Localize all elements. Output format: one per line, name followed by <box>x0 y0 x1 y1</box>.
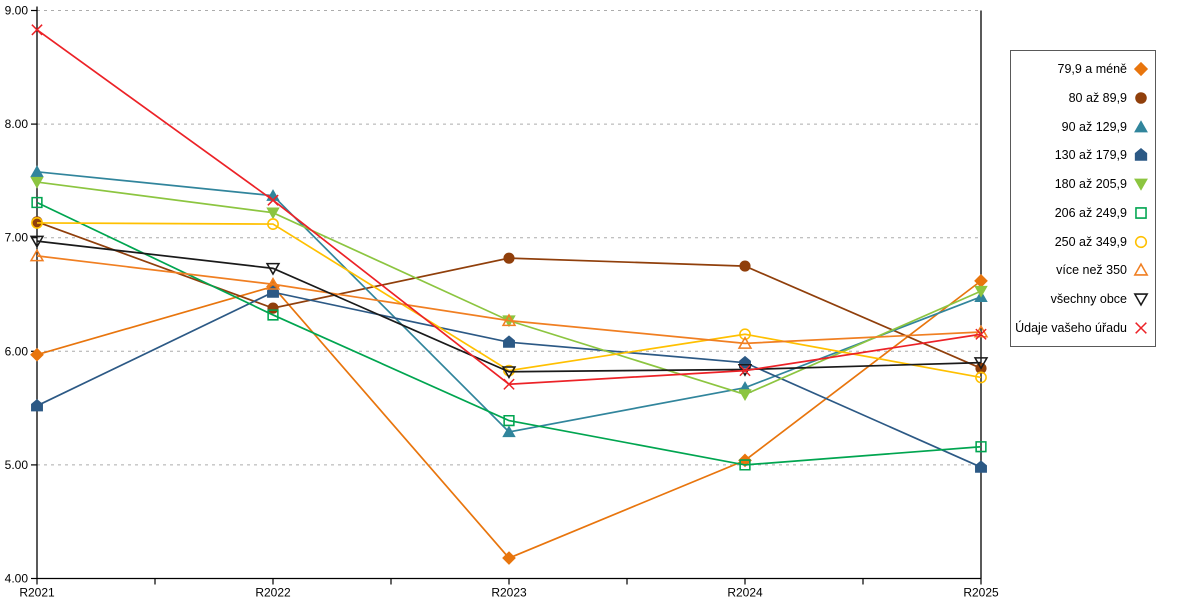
legend-item-5: 206 až 249,9 <box>1011 199 1155 228</box>
legend-marker <box>1133 234 1149 250</box>
legend-label: 80 až 89,9 <box>1068 90 1127 105</box>
square-marker-icon <box>976 442 986 452</box>
square-marker-icon <box>504 416 514 426</box>
y-tick-label: 4.00 <box>5 572 29 586</box>
triangle-down-marker-icon <box>739 390 751 400</box>
legend-marker <box>1133 205 1149 221</box>
circle-marker-icon <box>504 253 514 263</box>
triangle-down-marker-icon <box>1135 294 1147 305</box>
legend-item-0: 79,9 a méně <box>1011 55 1155 84</box>
triangle-up-marker-icon <box>503 315 515 325</box>
series-line-5 <box>36 201 982 466</box>
triangle-up-marker-icon <box>267 279 279 289</box>
triangle-up-marker-icon <box>503 426 515 436</box>
triangle-up-marker-icon <box>31 166 43 176</box>
circle-marker-icon <box>32 218 42 228</box>
y-tick-label: 6.00 <box>5 344 29 358</box>
pentagon-marker-icon <box>975 461 986 472</box>
triangle-up-marker-icon <box>31 250 43 260</box>
circle-marker-icon <box>1136 236 1147 247</box>
series-line-4 <box>36 181 982 396</box>
x-marker-icon <box>1136 323 1147 334</box>
series-line-8 <box>36 240 982 373</box>
legend-label: 180 až 205,9 <box>1054 177 1127 192</box>
legend-marker <box>1133 61 1149 77</box>
x-tick-label: R2023 <box>491 586 527 600</box>
legend-label: 250 až 349,9 <box>1054 234 1127 249</box>
diamond-marker-icon <box>1135 62 1148 75</box>
legend-item-2: 90 až 129,9 <box>1011 112 1155 141</box>
triangle-down-marker-icon <box>31 236 43 246</box>
legend-item-3: 130 až 179,9 <box>1011 141 1155 170</box>
legend-marker <box>1133 90 1149 106</box>
legend-item-7: více než 350 <box>1011 256 1155 285</box>
legend-item-6: 250 až 349,9 <box>1011 227 1155 256</box>
triangle-up-marker-icon <box>1135 121 1147 132</box>
diamond-marker-icon <box>503 552 515 564</box>
square-marker-icon <box>1136 208 1146 218</box>
diamond-marker-icon <box>31 348 43 360</box>
y-tick-label: 8.00 <box>5 117 29 131</box>
series-line-2 <box>36 170 982 433</box>
circle-marker-icon <box>740 261 750 271</box>
x-marker-icon <box>976 329 986 339</box>
circle-marker-icon <box>504 365 514 375</box>
square-marker-icon <box>740 460 750 470</box>
pentagon-marker-icon <box>503 336 514 347</box>
legend-marker <box>1133 119 1149 135</box>
series-line-6 <box>36 222 982 379</box>
triangle-down-marker-icon <box>267 264 279 274</box>
legend-marker <box>1133 291 1149 307</box>
square-marker-icon <box>32 198 42 208</box>
circle-marker-icon <box>268 303 278 313</box>
legend: 79,9 a méně 80 až 89,9 90 až 129,9 130 až 1… <box>1010 50 1156 347</box>
triangle-down-marker-icon <box>503 367 515 377</box>
triangle-up-marker-icon <box>739 338 751 348</box>
legend-item-8: všechny obce <box>1011 285 1155 314</box>
x-tick-label: R2024 <box>727 586 763 600</box>
legend-label: všechny obce <box>1050 292 1127 307</box>
legend-label: 130 až 179,9 <box>1054 148 1127 163</box>
y-tick-label: 5.00 <box>5 458 29 472</box>
legend-marker <box>1133 147 1149 163</box>
series-line-9 <box>36 29 982 386</box>
triangle-down-marker-icon <box>31 177 43 187</box>
legend-label: více než 350 <box>1056 263 1127 278</box>
x-marker-icon <box>504 379 514 389</box>
square-marker-icon <box>268 310 278 320</box>
y-tick-label: 9.00 <box>5 4 29 18</box>
legend-marker <box>1133 262 1149 278</box>
triangle-down-marker-icon <box>975 358 987 368</box>
legend-marker <box>1133 320 1149 336</box>
legend-item-1: 80 až 89,9 <box>1011 83 1155 112</box>
x-tick-label: R2025 <box>963 586 999 600</box>
legend-item-9: Údaje vašeho úřadu <box>1011 314 1155 343</box>
x-tick-label: R2021 <box>19 586 55 600</box>
x-tick-label: R2022 <box>255 586 291 600</box>
triangle-up-marker-icon <box>1135 265 1147 276</box>
legend-item-4: 180 až 205,9 <box>1011 170 1155 199</box>
series-line-7 <box>36 255 982 345</box>
pentagon-marker-icon <box>1135 149 1146 161</box>
triangle-down-marker-icon <box>267 208 279 218</box>
legend-label: 206 až 249,9 <box>1054 205 1127 220</box>
legend-label: Údaje vašeho úřadu <box>1015 321 1127 336</box>
circle-marker-icon <box>1136 92 1147 103</box>
triangle-down-marker-icon <box>1135 179 1147 190</box>
legend-label: 90 až 129,9 <box>1061 119 1127 134</box>
x-marker-icon <box>268 195 278 205</box>
pentagon-marker-icon <box>31 400 42 411</box>
triangle-down-marker-icon <box>975 286 987 296</box>
circle-marker-icon <box>740 329 750 339</box>
y-tick-label: 7.00 <box>5 231 29 245</box>
legend-label: 79,9 a méně <box>1057 61 1128 76</box>
legend-marker <box>1133 176 1149 192</box>
x-marker-icon <box>740 365 750 375</box>
x-marker-icon <box>32 25 42 35</box>
